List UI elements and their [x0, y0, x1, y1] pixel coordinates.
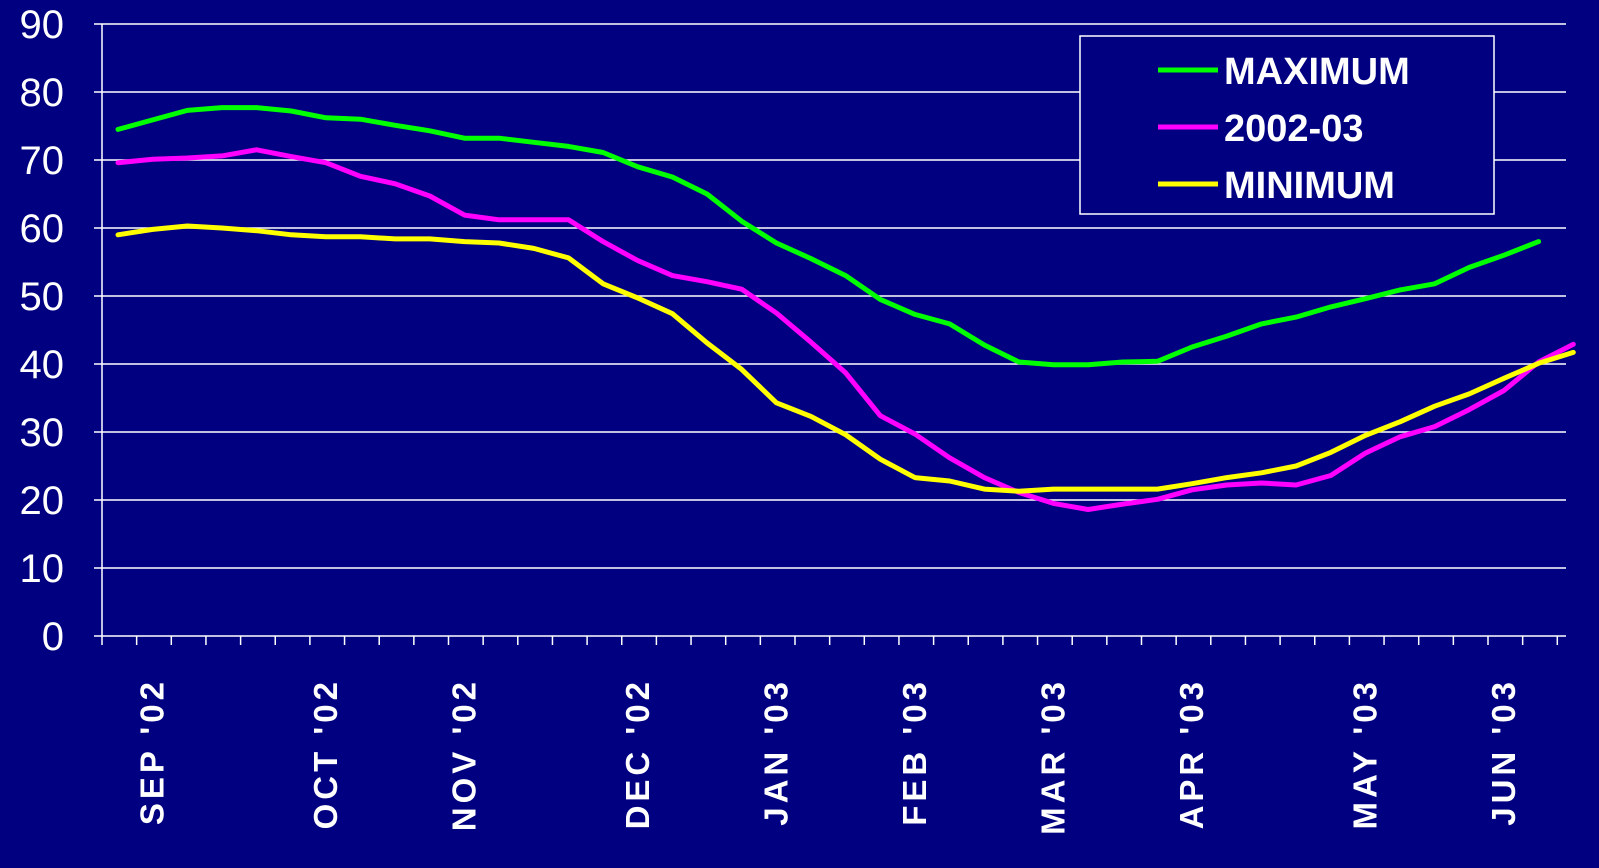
x-tick-label: NOV '02 — [446, 678, 483, 831]
legend-box — [1079, 35, 1495, 215]
x-tick-label: MAY '03 — [1346, 678, 1383, 829]
x-tick-label: APR '03 — [1173, 678, 1210, 829]
y-tick-label: 60 — [20, 207, 65, 251]
legend-label: MINIMUM — [1224, 165, 1395, 207]
x-axis: SEP '02 OCT '02 NOV '02 DEC '02 JAN '03 FEB '… — [101, 24, 1566, 835]
legend-label: 2002-03 — [1224, 108, 1363, 150]
y-axis-ticks: 0 10 20 30 40 50 60 70 80 90 — [20, 3, 102, 659]
x-tick-label: SEP '02 — [134, 678, 171, 825]
x-tick-label: MAR '03 — [1035, 678, 1072, 835]
legend: MAXIMUM 2002-03 MINIMUM — [1079, 35, 1495, 215]
x-tick-label: JUN '03 — [1485, 678, 1522, 826]
y-tick-label: 80 — [20, 71, 65, 115]
y-tick-label: 40 — [20, 343, 65, 387]
y-tick-label: 70 — [20, 139, 65, 183]
y-tick-label: 20 — [20, 479, 65, 523]
y-tick-label: 0 — [42, 615, 64, 659]
series-line — [115, 223, 1576, 494]
x-tick-label: OCT '02 — [307, 678, 344, 829]
y-tick-label: 10 — [20, 547, 65, 591]
x-tick-label: FEB '03 — [896, 678, 933, 826]
y-tick-label: 30 — [20, 411, 65, 455]
series-lines — [115, 105, 1576, 512]
series-line — [115, 105, 1542, 368]
legend-label: MAXIMUM — [1224, 51, 1410, 93]
series-line — [115, 147, 1576, 512]
x-tick-label: DEC '02 — [619, 678, 656, 829]
x-tick-label: JAN '03 — [757, 678, 794, 826]
y-tick-label: 50 — [20, 275, 65, 319]
y-tick-label: 90 — [20, 3, 65, 47]
